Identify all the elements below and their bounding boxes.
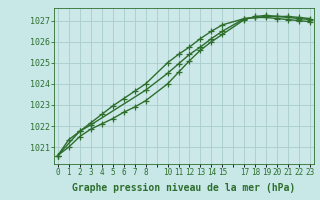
- X-axis label: Graphe pression niveau de la mer (hPa): Graphe pression niveau de la mer (hPa): [72, 183, 296, 193]
